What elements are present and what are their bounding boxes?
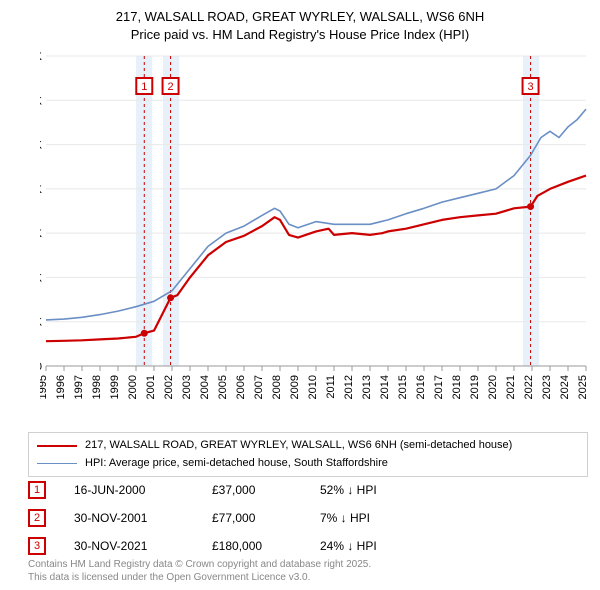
- legend: 217, WALSALL ROAD, GREAT WYRLEY, WALSALL…: [28, 432, 588, 477]
- svg-text:2003: 2003: [181, 375, 193, 399]
- svg-text:2019: 2019: [469, 375, 481, 399]
- svg-text:2011: 2011: [325, 375, 337, 399]
- svg-text:2012: 2012: [343, 375, 355, 399]
- footer-attribution: Contains HM Land Registry data © Crown c…: [28, 558, 371, 584]
- svg-text:£350K: £350K: [40, 51, 43, 63]
- svg-text:2007: 2007: [253, 375, 265, 399]
- transaction-date: 30-NOV-2001: [74, 511, 184, 525]
- svg-text:2024: 2024: [559, 375, 571, 399]
- transaction-price: £37,000: [212, 483, 292, 497]
- legend-item-price-paid: 217, WALSALL ROAD, GREAT WYRLEY, WALSALL…: [37, 437, 579, 455]
- chart-title: 217, WALSALL ROAD, GREAT WYRLEY, WALSALL…: [0, 0, 600, 43]
- table-row: 1 16-JUN-2000 £37,000 52% ↓ HPI: [28, 476, 588, 504]
- svg-text:2013: 2013: [361, 375, 373, 399]
- svg-text:£200K: £200K: [40, 184, 43, 196]
- transaction-date: 30-NOV-2021: [74, 539, 184, 553]
- marker-badge: 2: [28, 509, 46, 527]
- svg-text:1997: 1997: [73, 375, 85, 399]
- svg-text:2001: 2001: [145, 375, 157, 399]
- svg-text:1996: 1996: [55, 375, 67, 399]
- svg-text:£250K: £250K: [40, 140, 43, 152]
- transaction-date: 16-JUN-2000: [74, 483, 184, 497]
- svg-text:3: 3: [527, 81, 533, 93]
- footer-line1: Contains HM Land Registry data © Crown c…: [28, 558, 371, 571]
- legend-label: HPI: Average price, semi-detached house,…: [85, 455, 388, 473]
- svg-text:£150K: £150K: [40, 228, 43, 240]
- table-row: 2 30-NOV-2001 £77,000 7% ↓ HPI: [28, 504, 588, 532]
- marker-badge: 1: [28, 481, 46, 499]
- svg-text:1: 1: [141, 81, 147, 93]
- transaction-price: £77,000: [212, 511, 292, 525]
- title-line2: Price paid vs. HM Land Registry's House …: [0, 26, 600, 44]
- svg-text:2022: 2022: [523, 375, 535, 399]
- svg-text:£0: £0: [40, 361, 42, 373]
- svg-text:2006: 2006: [235, 375, 247, 399]
- transaction-price: £180,000: [212, 539, 292, 553]
- transaction-delta: 7% ↓ HPI: [320, 511, 430, 525]
- svg-text:2015: 2015: [397, 375, 409, 399]
- svg-text:2004: 2004: [199, 375, 211, 399]
- svg-text:2000: 2000: [127, 375, 139, 399]
- svg-text:2017: 2017: [433, 375, 445, 399]
- svg-text:2018: 2018: [451, 375, 463, 399]
- svg-text:2009: 2009: [289, 375, 301, 399]
- line-chart: £0 £50K £100K £150K £200K £250K £300K £350K 1995…: [40, 50, 592, 420]
- svg-text:2010: 2010: [307, 375, 319, 399]
- svg-text:2025: 2025: [577, 375, 589, 399]
- svg-text:2002: 2002: [163, 375, 175, 399]
- svg-text:2005: 2005: [217, 375, 229, 399]
- table-row: 3 30-NOV-2021 £180,000 24% ↓ HPI: [28, 532, 588, 560]
- footer-line2: This data is licensed under the Open Gov…: [28, 571, 371, 584]
- svg-text:£300K: £300K: [40, 95, 43, 107]
- legend-label: 217, WALSALL ROAD, GREAT WYRLEY, WALSALL…: [85, 437, 512, 455]
- svg-text:2023: 2023: [541, 375, 553, 399]
- svg-text:1999: 1999: [109, 375, 121, 399]
- title-line1: 217, WALSALL ROAD, GREAT WYRLEY, WALSALL…: [0, 8, 600, 26]
- marker-badge: 3: [28, 537, 46, 555]
- svg-text:2014: 2014: [379, 375, 391, 399]
- legend-item-hpi: HPI: Average price, semi-detached house,…: [37, 455, 579, 473]
- legend-swatch: [37, 463, 77, 465]
- svg-text:2008: 2008: [271, 375, 283, 399]
- svg-text:£100K: £100K: [40, 272, 43, 284]
- svg-text:1998: 1998: [91, 375, 103, 399]
- svg-text:2016: 2016: [415, 375, 427, 399]
- legend-swatch: [37, 445, 77, 447]
- svg-text:£50K: £50K: [40, 317, 43, 329]
- svg-text:2020: 2020: [487, 375, 499, 399]
- transaction-delta: 52% ↓ HPI: [320, 483, 430, 497]
- svg-text:2021: 2021: [505, 375, 517, 399]
- svg-text:1995: 1995: [40, 375, 49, 399]
- transactions-table: 1 16-JUN-2000 £37,000 52% ↓ HPI 2 30-NOV…: [28, 476, 588, 560]
- svg-text:2: 2: [167, 81, 173, 93]
- transaction-delta: 24% ↓ HPI: [320, 539, 430, 553]
